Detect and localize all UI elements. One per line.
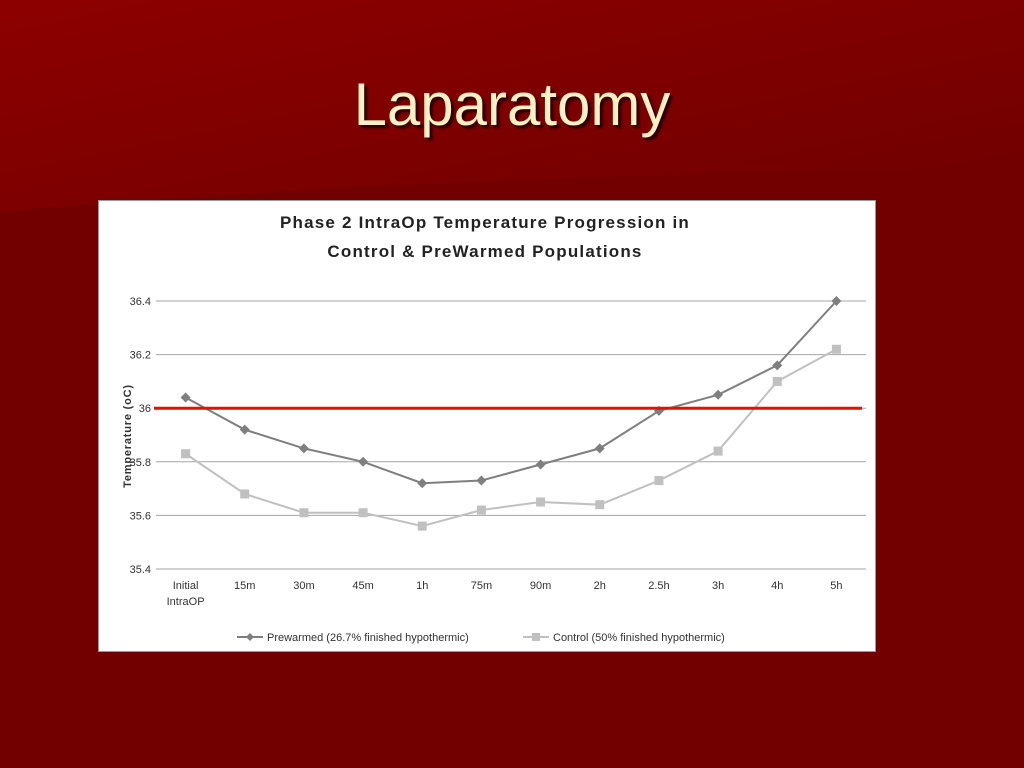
y-tick-label: 36	[139, 403, 151, 415]
x-tick-label: IntraOP	[167, 596, 205, 608]
y-tick-label: 36.4	[130, 296, 151, 308]
legend-entry: Control (50% finished hypothermic)	[553, 632, 725, 644]
legend-entry: Prewarmed (26.7% finished hypothermic)	[267, 632, 469, 644]
y-tick-label: 36.2	[130, 350, 151, 362]
data-point	[831, 296, 842, 306]
chart-title-line: Phase 2 IntraOp Temperature Progression …	[280, 213, 690, 232]
x-tick-label: 4h	[771, 580, 783, 592]
data-point	[536, 497, 546, 507]
data-point	[299, 508, 309, 518]
data-point	[476, 475, 487, 486]
data-point	[180, 392, 191, 403]
x-tick-label: Initial	[173, 580, 199, 592]
x-tick-label: 45m	[352, 580, 373, 592]
data-point	[358, 456, 369, 467]
data-point	[772, 360, 783, 371]
y-tick-label: 35.6	[130, 510, 151, 522]
data-point	[239, 424, 250, 435]
x-tick-label: 90m	[530, 580, 551, 592]
legend-marker	[246, 633, 254, 641]
x-tick-label: 2.5h	[648, 580, 669, 592]
data-point	[595, 500, 605, 510]
x-tick-label: 2h	[594, 580, 606, 592]
data-point	[831, 344, 841, 354]
chart-title-line: Control & PreWarmed Populations	[327, 242, 642, 261]
legend-marker	[532, 633, 540, 641]
header-swoosh	[0, 0, 1024, 212]
x-tick-label: 30m	[293, 580, 314, 592]
data-point	[240, 489, 250, 499]
data-point	[594, 443, 605, 454]
x-tick-label: 75m	[471, 580, 492, 592]
data-point	[358, 508, 368, 518]
data-point	[713, 446, 723, 456]
series-line	[185, 348, 837, 528]
data-point	[713, 389, 724, 400]
data-point	[476, 505, 486, 515]
x-tick-label: 15m	[234, 580, 255, 592]
data-point	[181, 449, 191, 459]
data-point	[298, 443, 309, 454]
data-point	[772, 376, 782, 386]
data-point	[417, 521, 427, 531]
data-point	[535, 459, 546, 470]
x-tick-label: 1h	[416, 580, 428, 592]
x-tick-label: 3h	[712, 580, 724, 592]
line-chart: Phase 2 IntraOp Temperature Progression …	[122, 213, 866, 644]
y-axis-label: Temperature (oC)	[122, 384, 134, 488]
slide-title: Laparatomy	[353, 71, 671, 138]
y-tick-label: 35.4	[130, 564, 151, 576]
x-tick-label: 5h	[830, 580, 842, 592]
y-tick-label: 35.8	[130, 457, 151, 469]
data-point	[654, 476, 664, 486]
series-line	[185, 300, 838, 485]
chart-panel: Phase 2 IntraOp Temperature Progression …	[98, 200, 876, 652]
data-point	[417, 478, 428, 489]
